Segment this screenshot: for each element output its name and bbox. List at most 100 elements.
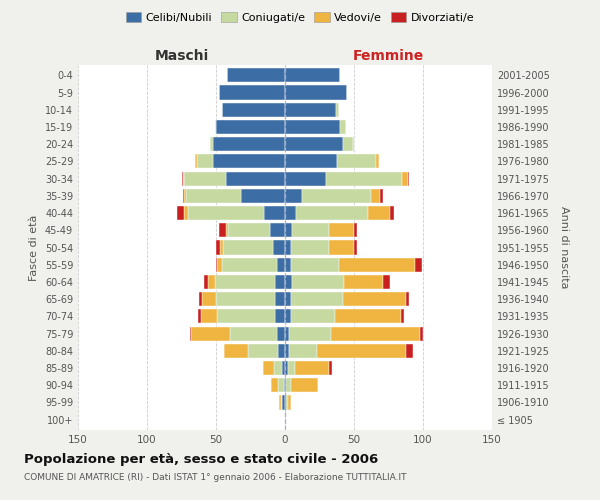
- Bar: [196, 154, 197, 168]
- Bar: [285, 396, 286, 409]
- Bar: [289, 344, 317, 358]
- Bar: [281, 396, 282, 409]
- Bar: [227, 68, 285, 82]
- Legend: Celibi/Nubili, Coniugati/e, Vedovi/e, Divorziati/e: Celibi/Nubili, Coniugati/e, Vedovi/e, Di…: [121, 8, 479, 28]
- Bar: [354, 240, 357, 254]
- Bar: [185, 189, 241, 203]
- Bar: [390, 206, 394, 220]
- Bar: [329, 223, 354, 238]
- Bar: [335, 310, 401, 324]
- Text: Femmine: Femmine: [353, 48, 424, 62]
- Bar: [277, 326, 285, 340]
- Bar: [282, 361, 285, 375]
- Bar: [295, 361, 329, 375]
- Bar: [282, 396, 285, 409]
- Bar: [272, 240, 285, 254]
- Bar: [343, 137, 353, 152]
- Bar: [183, 189, 184, 203]
- Bar: [278, 378, 284, 392]
- Bar: [220, 240, 223, 254]
- Bar: [285, 206, 296, 220]
- Bar: [202, 292, 216, 306]
- Bar: [285, 275, 292, 289]
- Bar: [329, 361, 332, 375]
- Bar: [415, 258, 422, 272]
- Bar: [288, 396, 290, 409]
- Bar: [208, 275, 215, 289]
- Bar: [285, 137, 343, 152]
- Bar: [221, 102, 285, 117]
- Bar: [285, 154, 337, 168]
- Bar: [216, 240, 220, 254]
- Bar: [285, 86, 347, 100]
- Bar: [371, 189, 380, 203]
- Bar: [182, 172, 183, 185]
- Bar: [241, 189, 285, 203]
- Bar: [201, 310, 217, 324]
- Bar: [288, 361, 295, 375]
- Bar: [263, 361, 274, 375]
- Bar: [285, 120, 340, 134]
- Bar: [216, 292, 275, 306]
- Bar: [285, 68, 340, 82]
- Bar: [289, 326, 331, 340]
- Bar: [285, 240, 290, 254]
- Bar: [376, 154, 379, 168]
- Bar: [285, 326, 289, 340]
- Bar: [285, 292, 290, 306]
- Bar: [223, 240, 272, 254]
- Bar: [188, 206, 265, 220]
- Bar: [217, 310, 275, 324]
- Bar: [339, 258, 415, 272]
- Bar: [368, 206, 390, 220]
- Bar: [183, 172, 184, 185]
- Bar: [216, 258, 217, 272]
- Bar: [331, 326, 420, 340]
- Bar: [221, 258, 277, 272]
- Bar: [290, 258, 339, 272]
- Bar: [290, 310, 335, 324]
- Bar: [275, 310, 285, 324]
- Bar: [420, 326, 423, 340]
- Bar: [229, 223, 270, 238]
- Bar: [248, 344, 278, 358]
- Bar: [380, 189, 383, 203]
- Bar: [190, 326, 191, 340]
- Bar: [401, 310, 404, 324]
- Bar: [290, 378, 318, 392]
- Bar: [219, 223, 226, 238]
- Bar: [265, 206, 285, 220]
- Bar: [178, 206, 184, 220]
- Bar: [211, 137, 213, 152]
- Bar: [317, 344, 406, 358]
- Bar: [285, 189, 302, 203]
- Bar: [285, 102, 336, 117]
- Bar: [216, 120, 285, 134]
- Bar: [275, 292, 285, 306]
- Bar: [408, 172, 409, 185]
- Bar: [271, 378, 278, 392]
- Text: Popolazione per età, sesso e stato civile - 2006: Popolazione per età, sesso e stato civil…: [24, 452, 378, 466]
- Y-axis label: Anni di nascita: Anni di nascita: [559, 206, 569, 289]
- Bar: [191, 326, 230, 340]
- Bar: [285, 172, 326, 185]
- Bar: [343, 292, 406, 306]
- Bar: [217, 258, 221, 272]
- Bar: [285, 412, 286, 426]
- Bar: [329, 240, 354, 254]
- Bar: [184, 172, 226, 185]
- Bar: [406, 292, 409, 306]
- Text: COMUNE DI AMATRICE (RI) - Dati ISTAT 1° gennaio 2006 - Elaborazione TUTTITALIA.I: COMUNE DI AMATRICE (RI) - Dati ISTAT 1° …: [24, 472, 407, 482]
- Bar: [285, 223, 292, 238]
- Bar: [285, 310, 290, 324]
- Bar: [274, 361, 282, 375]
- Bar: [290, 292, 343, 306]
- Bar: [336, 102, 339, 117]
- Bar: [292, 223, 329, 238]
- Bar: [270, 223, 285, 238]
- Text: Maschi: Maschi: [154, 48, 209, 62]
- Bar: [199, 292, 202, 306]
- Bar: [224, 344, 248, 358]
- Bar: [215, 120, 216, 134]
- Bar: [213, 154, 285, 168]
